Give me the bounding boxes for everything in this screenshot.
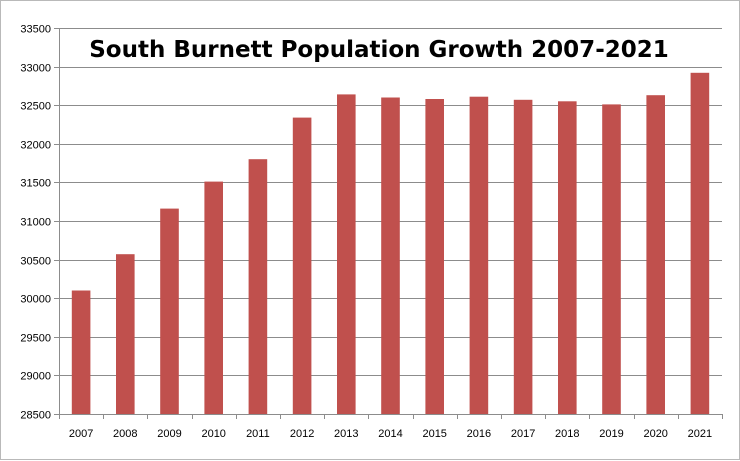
bars — [71, 72, 710, 415]
bar-2017 — [513, 99, 533, 415]
y-tick-label: 29000 — [20, 371, 51, 383]
x-tick-labels: 2007 2008 2009 2010 2011 2012 2013 2014 2015 2016… — [69, 428, 712, 440]
chart-title: South Burnett Population Growth 2007-202… — [89, 37, 669, 63]
y-tick-labels: 28500 29000 29500 30000 30500 31000 31500 32000… — [20, 24, 51, 422]
bar-2007 — [71, 290, 91, 414]
bar-2018 — [558, 101, 577, 415]
bar-2011 — [248, 159, 268, 414]
x-tick-label: 2017 — [511, 428, 535, 440]
x-tick-label: 2011 — [246, 428, 270, 440]
y-tick-label: 31000 — [20, 217, 51, 229]
bar-2008 — [116, 254, 135, 414]
y-tick-label: 33000 — [20, 63, 51, 75]
x-tick-label: 2009 — [157, 428, 181, 440]
y-tick-label: 31500 — [20, 178, 51, 190]
y-tick-label: 28500 — [20, 410, 51, 422]
axes — [54, 28, 723, 419]
y-tick-label: 30000 — [20, 294, 51, 306]
y-tick-label: 32500 — [20, 101, 51, 113]
x-tick-label: 2018 — [555, 428, 579, 440]
x-tick-label: 2014 — [378, 428, 402, 440]
x-tick-label: 2013 — [334, 428, 358, 440]
bar-2013 — [337, 94, 356, 415]
y-tick-label: 29500 — [20, 333, 51, 345]
x-tick-label: 2015 — [422, 428, 446, 440]
bar-2014 — [381, 97, 400, 414]
y-tick-label: 33500 — [20, 24, 51, 36]
x-tick-label: 2019 — [599, 428, 623, 440]
x-tick-label: 2010 — [201, 428, 225, 440]
bar-2021 — [690, 72, 710, 415]
x-tick-label: 2008 — [113, 428, 137, 440]
bar-2012 — [292, 117, 312, 414]
x-tick-label: 2007 — [69, 428, 93, 440]
y-tick-label: 32000 — [20, 140, 51, 152]
bar-2016 — [469, 96, 489, 414]
x-tick-label: 2020 — [643, 428, 667, 440]
bar-2009 — [160, 208, 179, 414]
bar-2010 — [204, 181, 223, 414]
x-tick-label: 2016 — [467, 428, 491, 440]
x-tick-label: 2021 — [688, 428, 712, 440]
x-tick-label: 2012 — [290, 428, 314, 440]
bar-2015 — [425, 99, 444, 414]
bar-2020 — [646, 95, 665, 414]
y-tick-label: 30500 — [20, 256, 51, 268]
bar-2019 — [602, 104, 621, 415]
